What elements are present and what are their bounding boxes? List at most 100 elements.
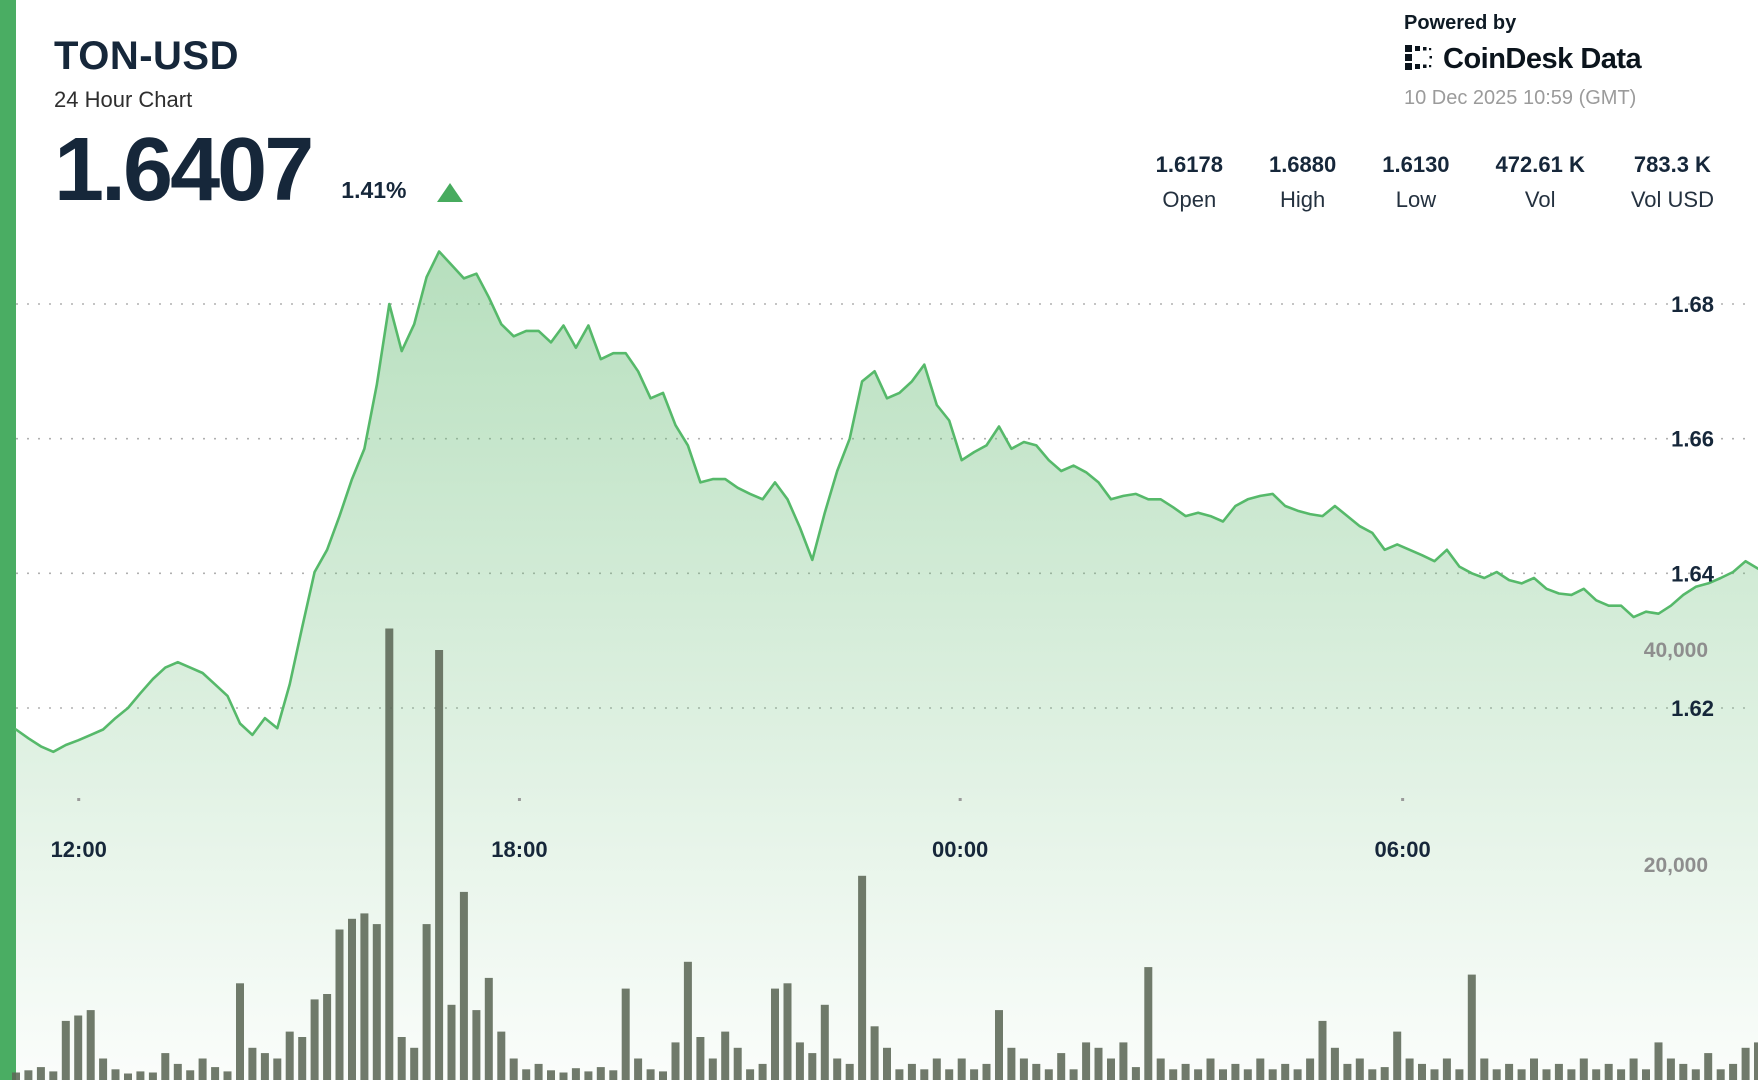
volume-bar xyxy=(1729,1063,1738,1080)
volume-bar xyxy=(783,983,792,1080)
brand-row[interactable]: CoinDesk Data xyxy=(1404,42,1642,77)
stat-open: 1.6178 Open xyxy=(1156,152,1223,213)
stat-value: 472.61 K xyxy=(1495,152,1585,177)
volume-tick-label: 20,000 xyxy=(1644,854,1708,877)
volume-bar xyxy=(360,913,369,1080)
stat-label: Vol USD xyxy=(1630,187,1714,212)
volume-bar xyxy=(1716,1069,1725,1080)
volume-bar xyxy=(1268,1069,1277,1080)
volume-bar xyxy=(870,1026,879,1080)
stats-row: 1.6178 Open 1.6880 High 1.6130 Low 472.6… xyxy=(1156,152,1714,213)
volume-bar xyxy=(348,918,356,1080)
volume-bar xyxy=(1579,1058,1588,1080)
volume-bar xyxy=(1044,1069,1053,1080)
volume-bar xyxy=(385,628,394,1080)
volume-bar xyxy=(982,1063,991,1080)
volume-bar xyxy=(646,1069,655,1080)
volume-bar xyxy=(1617,1069,1626,1080)
price-area xyxy=(16,251,1758,1080)
volume-bar xyxy=(858,875,867,1080)
volume-bar xyxy=(1293,1069,1302,1080)
stat-vol: 472.61 K Vol xyxy=(1496,152,1585,213)
volume-bar xyxy=(248,1047,257,1080)
volume-bar xyxy=(1691,1069,1700,1080)
brand-block: Powered by CoinDesk Data 10 Dec 2025 xyxy=(1404,12,1642,110)
left-accent-bar xyxy=(0,0,16,1080)
volume-bar xyxy=(1094,1047,1103,1080)
volume-bar xyxy=(111,1069,120,1080)
volume-bar xyxy=(211,1067,220,1080)
time-tick-label: 06:00 xyxy=(1374,837,1430,862)
volume-bar xyxy=(186,1070,195,1080)
volume-bar xyxy=(24,1070,33,1080)
volume-bars xyxy=(12,628,1758,1080)
volume-bar xyxy=(298,1037,307,1080)
volume-bar xyxy=(1007,1047,1016,1080)
stat-low: 1.6130 Low xyxy=(1382,152,1449,213)
volume-bar xyxy=(1318,1020,1327,1080)
volume-bar xyxy=(708,1058,717,1080)
volume-bar xyxy=(1418,1063,1426,1080)
volume-bar xyxy=(932,1058,941,1080)
volume-bar xyxy=(833,1058,842,1080)
volume-bar xyxy=(571,1068,580,1080)
price-tick-label: 1.64 xyxy=(1671,561,1715,586)
volume-bar xyxy=(323,994,332,1080)
volume-bar xyxy=(758,1063,767,1080)
volume-bar xyxy=(435,650,444,1080)
volume-bar xyxy=(1654,1042,1663,1080)
volume-bar xyxy=(746,1069,755,1080)
volume-bar xyxy=(945,1069,954,1080)
volume-bar xyxy=(422,924,431,1080)
volume-bar xyxy=(335,929,344,1080)
volume-bar xyxy=(1243,1069,1252,1080)
volume-bar xyxy=(1330,1047,1339,1080)
volume-bar xyxy=(49,1071,58,1080)
volume-bar xyxy=(1019,1058,1028,1080)
volume-bar xyxy=(1492,1069,1501,1080)
volume-bar xyxy=(1380,1067,1389,1080)
price-tick-label: 1.62 xyxy=(1671,696,1714,721)
volume-bar xyxy=(99,1058,108,1080)
volume-bar xyxy=(1505,1063,1514,1080)
volume-bar xyxy=(148,1072,157,1080)
volume-bar xyxy=(273,1058,282,1080)
volume-bar xyxy=(1666,1058,1675,1080)
volume-bar xyxy=(86,1010,95,1080)
chart-subtitle: 24 Hour Chart xyxy=(54,87,193,112)
volume-bar xyxy=(995,1010,1003,1080)
volume-bar xyxy=(771,988,779,1080)
stat-value: 1.6130 xyxy=(1382,152,1450,177)
volume-bar xyxy=(808,1053,817,1080)
volume-bar xyxy=(1629,1058,1638,1080)
time-tick-dot xyxy=(77,798,81,801)
time-tick-dot xyxy=(517,798,521,801)
volume-bar xyxy=(136,1071,145,1080)
volume-bar xyxy=(733,1047,742,1080)
volume-bar xyxy=(895,1069,904,1080)
volume-bar xyxy=(223,1071,232,1080)
volume-bar xyxy=(1156,1058,1165,1080)
volume-bar xyxy=(447,1004,456,1080)
volume-bar xyxy=(310,999,319,1080)
volume-bar xyxy=(609,1070,618,1080)
stat-value: 783.3 K xyxy=(1633,152,1711,177)
volume-bar xyxy=(1467,974,1476,1080)
price-line xyxy=(14,250,1758,754)
volume-bar xyxy=(522,1069,531,1080)
volume-bar xyxy=(161,1053,170,1080)
volume-bar xyxy=(671,1042,680,1080)
stat-label: Low xyxy=(1395,187,1437,212)
volume-bar xyxy=(559,1072,568,1080)
volume-bar xyxy=(1517,1069,1526,1080)
price-tick-label: 1.66 xyxy=(1671,427,1714,452)
volume-bar xyxy=(410,1047,419,1080)
volume-bar xyxy=(634,1058,643,1080)
volume-bar xyxy=(1256,1058,1265,1080)
volume-bar xyxy=(970,1069,979,1080)
volume-bar xyxy=(74,1015,83,1080)
stat-vol-usd: 783.3 K Vol USD xyxy=(1631,152,1714,213)
volume-bar xyxy=(497,1031,506,1080)
volume-bar xyxy=(795,1042,804,1080)
